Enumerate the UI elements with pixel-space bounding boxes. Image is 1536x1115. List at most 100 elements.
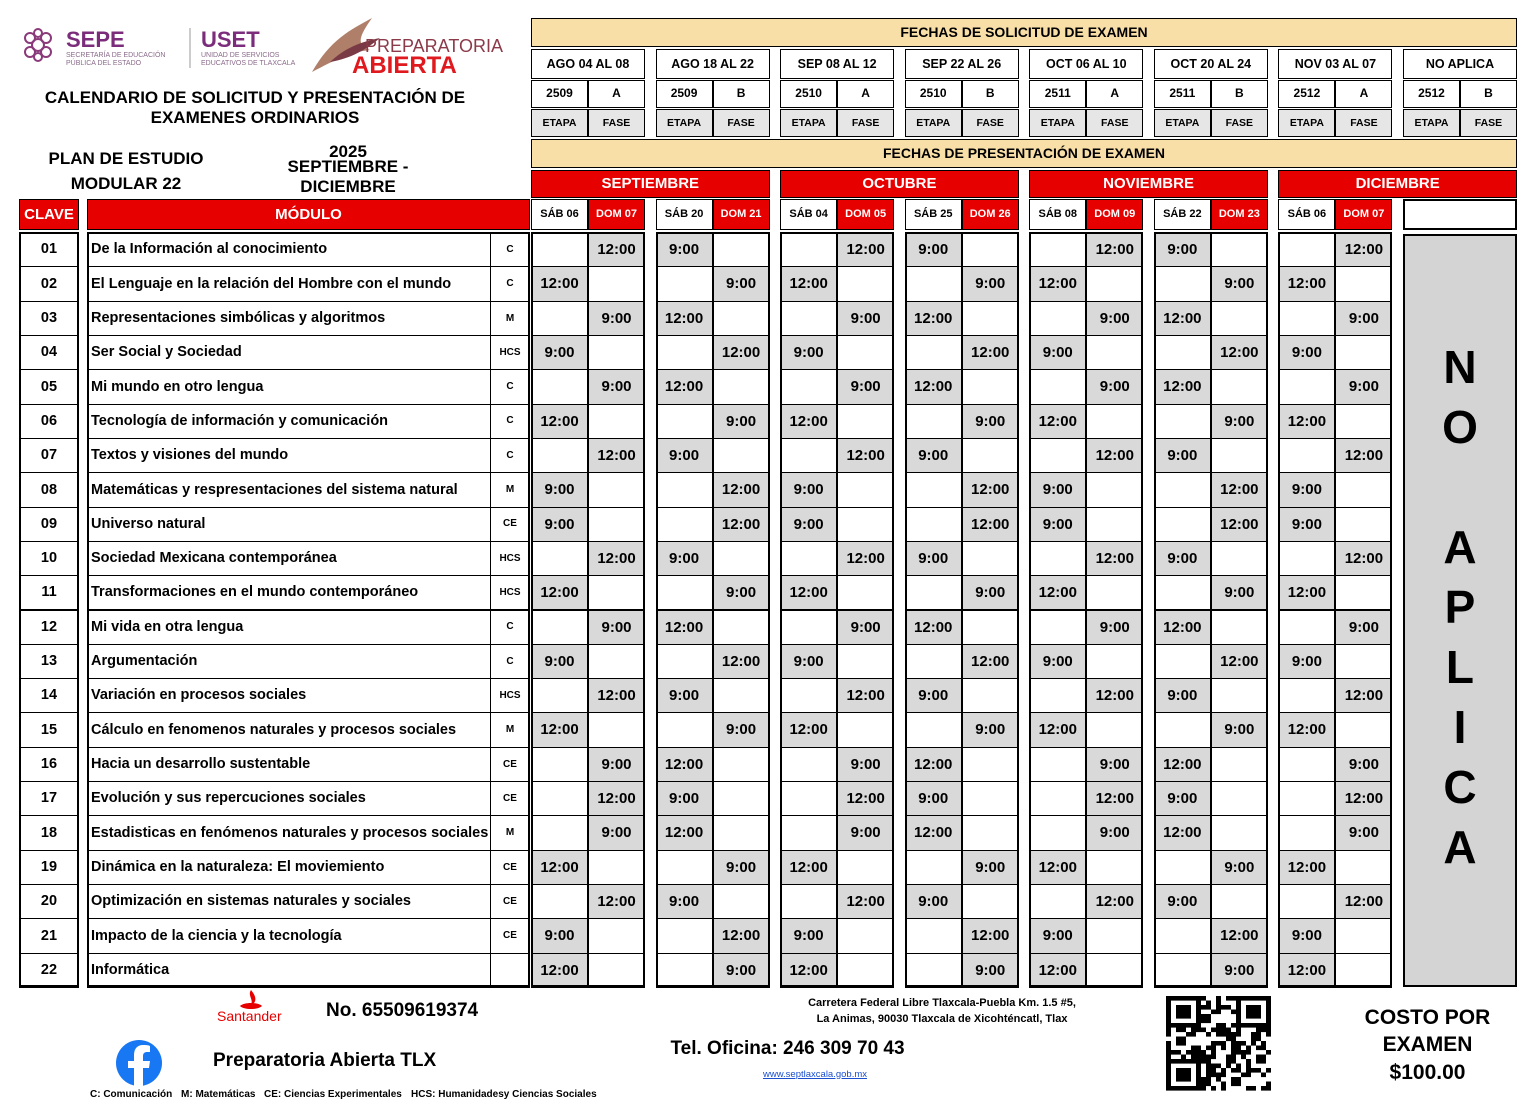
month: DICIEMBRE bbox=[1278, 170, 1517, 198]
time-cell: 12:00 bbox=[531, 266, 588, 302]
time-cell: 9:00 bbox=[961, 403, 1019, 439]
time-cell bbox=[904, 334, 962, 371]
time-cell: 9:00 bbox=[780, 643, 838, 680]
day: DOM 26 bbox=[961, 199, 1019, 230]
time-cell: 9:00 bbox=[531, 918, 588, 954]
time-cell: 12:00 bbox=[1210, 643, 1268, 680]
time-cell: 9:00 bbox=[588, 746, 645, 783]
time-cell bbox=[531, 300, 588, 336]
time-cell bbox=[655, 643, 713, 680]
time-cell: 9:00 bbox=[712, 849, 770, 886]
time-cell bbox=[837, 952, 895, 988]
modulo-header: MÓDULO bbox=[87, 199, 530, 230]
clave-frame bbox=[19, 232, 79, 987]
time-cell: 9:00 bbox=[1278, 334, 1336, 371]
fase-label: FASE bbox=[1210, 109, 1268, 137]
period-label: AGO 04 AL 08 bbox=[531, 49, 645, 79]
presentation-title: FECHAS DE PRESENTACIÓN DE EXAMEN bbox=[531, 139, 1517, 168]
time-cell: 12:00 bbox=[588, 884, 645, 920]
year: 2025 bbox=[329, 142, 367, 162]
fase: A bbox=[1335, 80, 1393, 108]
fase-label: FASE bbox=[1335, 109, 1393, 137]
time-cell bbox=[780, 300, 838, 336]
group-frame bbox=[1029, 232, 1144, 987]
fase-label: FASE bbox=[837, 109, 895, 137]
time-cell: 12:00 bbox=[1153, 369, 1211, 405]
day: SÁB 06 bbox=[531, 199, 588, 230]
time-cell: 12:00 bbox=[655, 300, 713, 336]
period-label: OCT 20 AL 24 bbox=[1153, 49, 1268, 79]
time-cell: 9:00 bbox=[961, 575, 1019, 611]
etapa: 2510 bbox=[780, 80, 838, 108]
address-2: La Animas, 90030 Tlaxcala de Xicohténcat… bbox=[816, 1013, 1068, 1026]
clave-header: CLAVE bbox=[19, 199, 79, 230]
address-1: Carretera Federal Libre Tlaxcala-Puebla … bbox=[808, 997, 1076, 1010]
time-cell bbox=[531, 746, 588, 783]
time-cell: 12:00 bbox=[837, 781, 895, 817]
time-cell: 12:00 bbox=[780, 849, 838, 886]
time-cell bbox=[712, 781, 770, 817]
time-cell bbox=[1029, 815, 1087, 851]
time-cell: 12:00 bbox=[1086, 232, 1144, 268]
time-cell: 12:00 bbox=[588, 781, 645, 817]
etapa: 2509 bbox=[531, 80, 588, 108]
time-cell: 9:00 bbox=[655, 781, 713, 817]
time-cell: 9:00 bbox=[837, 300, 895, 336]
group-frame bbox=[655, 232, 770, 987]
time-cell: 12:00 bbox=[588, 678, 645, 714]
time-cell bbox=[780, 369, 838, 405]
time-cell: 12:00 bbox=[1335, 781, 1393, 817]
period-label: SEP 22 AL 26 bbox=[904, 49, 1019, 79]
time-cell bbox=[904, 506, 962, 542]
time-cell bbox=[1086, 643, 1144, 680]
time-cell: 12:00 bbox=[837, 437, 895, 474]
legend-item: C: Comunicación bbox=[90, 1089, 173, 1100]
time-cell: 9:00 bbox=[712, 403, 770, 439]
time-cell: 12:00 bbox=[1153, 746, 1211, 783]
period: SEPTIEMBRE - DICIEMBRE bbox=[287, 157, 409, 196]
time-cell: 12:00 bbox=[655, 609, 713, 645]
time-cell bbox=[588, 712, 645, 748]
time-cell: 9:00 bbox=[712, 266, 770, 302]
time-cell: 9:00 bbox=[1029, 472, 1087, 508]
phone: Tel. Oficina: 246 309 70 43 bbox=[670, 1038, 905, 1060]
time-cell bbox=[837, 334, 895, 371]
url: www.septlaxcala.gob.mx bbox=[762, 1068, 868, 1080]
time-cell: 12:00 bbox=[904, 369, 962, 405]
fase-label: FASE bbox=[961, 109, 1019, 137]
time-cell: 12:00 bbox=[1335, 540, 1393, 577]
time-cell: 9:00 bbox=[1086, 746, 1144, 783]
time-cell bbox=[1210, 609, 1268, 645]
etapa-label: ETAPA bbox=[904, 109, 962, 137]
bank: Santander bbox=[217, 1008, 282, 1024]
etapa: 2511 bbox=[1153, 80, 1211, 108]
time-cell bbox=[588, 952, 645, 988]
fase-label: FASE bbox=[588, 109, 645, 137]
time-cell: 9:00 bbox=[1153, 678, 1211, 714]
time-cell bbox=[961, 815, 1019, 851]
time-cell: 12:00 bbox=[1029, 952, 1087, 988]
group-frame bbox=[780, 232, 895, 987]
time-cell bbox=[1086, 472, 1144, 508]
sepe: SEPE bbox=[66, 27, 125, 52]
time-cell bbox=[1029, 781, 1087, 817]
etapa-label: ETAPA bbox=[1402, 109, 1460, 137]
time-cell: 9:00 bbox=[531, 506, 588, 542]
time-cell bbox=[1335, 266, 1393, 302]
group-frame bbox=[531, 232, 645, 987]
day: DOM 23 bbox=[1210, 199, 1268, 230]
month: NOVIEMBRE bbox=[1029, 170, 1268, 198]
time-cell bbox=[904, 952, 962, 988]
month: OCTUBRE bbox=[780, 170, 1019, 198]
month: SEPTIEMBRE bbox=[531, 170, 770, 198]
document-title: CALENDARIO DE SOLICITUD Y PRESENTACIÓN D… bbox=[44, 88, 466, 127]
time-cell: 9:00 bbox=[1278, 918, 1336, 954]
account: No. 65509619374 bbox=[326, 1000, 479, 1021]
time-cell bbox=[1335, 952, 1393, 988]
time-cell bbox=[588, 918, 645, 954]
time-cell: 12:00 bbox=[1210, 506, 1268, 542]
time-cell bbox=[531, 369, 588, 405]
time-cell bbox=[1335, 712, 1393, 748]
